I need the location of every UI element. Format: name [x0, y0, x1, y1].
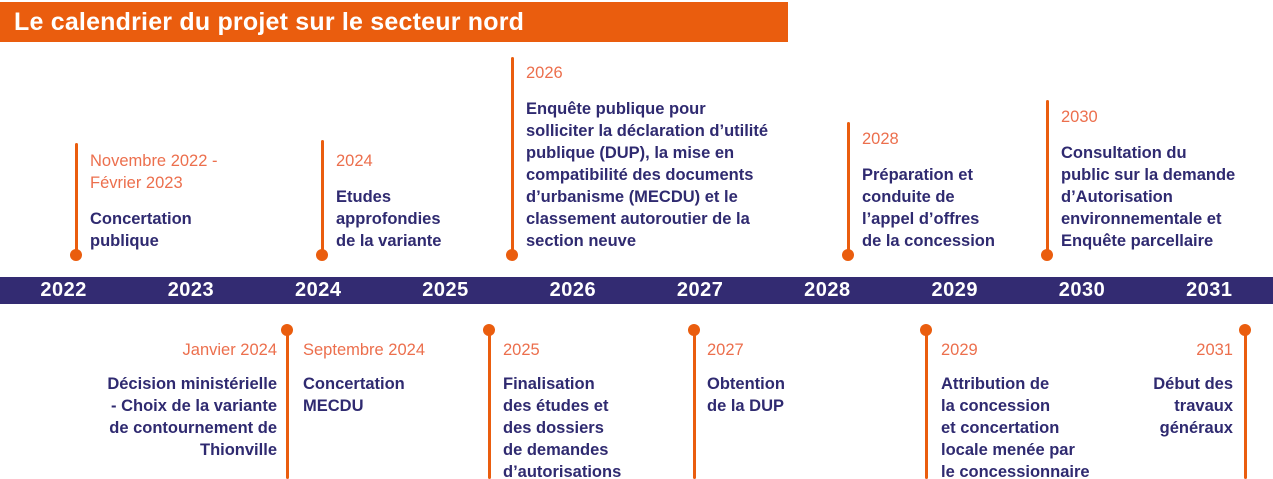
milestone-dot: [842, 249, 854, 261]
milestone-label: Concertation publique: [90, 210, 192, 250]
year-label-2024: 2024: [294, 279, 342, 301]
milestone-date: Novembre 2022 - Février 2023: [90, 152, 218, 192]
milestone: 2029 Attribution de la concession et conc…: [941, 339, 1090, 479]
year-label-2029: 2029: [931, 279, 978, 301]
milestone-connector-line: [1045, 100, 1049, 252]
year-label-2026: 2026: [549, 279, 597, 301]
milestone-dot: [316, 249, 328, 261]
title-banner: Le calendrier du projet sur le secteur n…: [0, 2, 788, 42]
milestone-connector-line: [1243, 330, 1247, 479]
milestone-date: 2025: [503, 341, 540, 359]
milestone-dot: [1041, 249, 1053, 261]
milestone-dot: [281, 324, 293, 336]
milestone-date: 2024: [336, 152, 373, 170]
milestone-connector-line: [320, 140, 324, 252]
milestone-label: Finalisation des études et des dossiers …: [503, 375, 622, 479]
milestone-date: Septembre 2024: [303, 341, 426, 359]
milestone-connector-line: [285, 330, 289, 479]
milestone-dot: [70, 249, 82, 261]
milestone-label: Préparation et conduite de l’appel d’off…: [862, 166, 995, 250]
milestone-dot: [920, 324, 932, 336]
year-label-2022: 2022: [40, 279, 87, 301]
milestone-label: Début des travaux généraux: [1153, 375, 1233, 437]
milestone-dot: [1239, 324, 1251, 336]
milestone-label: Consultation du public sur la demande d’…: [1061, 144, 1236, 250]
milestone: 2024 Etudes approfondies de la variante: [336, 150, 441, 252]
milestone-dot: [483, 324, 495, 336]
milestone-date: 2027: [707, 341, 744, 359]
milestone-date: 2031: [1196, 341, 1233, 359]
milestone-label: Enquête publique pour solliciter la décl…: [526, 100, 769, 250]
milestone-connector-line: [692, 330, 696, 479]
milestone: 2031 Début des travaux généraux: [1153, 339, 1233, 439]
year-label-2027: 2027: [676, 279, 724, 301]
milestone-label: Etudes approfondies de la variante: [336, 188, 442, 250]
milestone: 2028 Préparation et conduite de l’appel d…: [862, 128, 995, 252]
milestone: 2030 Consultation du public sur la demand…: [1061, 106, 1235, 252]
year-label-2030: 2030: [1058, 279, 1106, 301]
milestone-connector-line: [510, 57, 514, 252]
milestone-connector-line: [74, 143, 78, 252]
milestone-dot: [506, 249, 518, 261]
milestone-label: Attribution de la concession et concerta…: [941, 375, 1090, 479]
year-label-2023: 2023: [167, 279, 215, 301]
milestone-dot: [688, 324, 700, 336]
milestone: Novembre 2022 - Février 2023 Concertation…: [90, 150, 217, 252]
milestone: Janvier 2024 Décision ministérielle - Cho…: [107, 339, 277, 461]
milestone-connector-line: [846, 122, 850, 252]
milestone-label: Obtention de la DUP: [707, 375, 785, 415]
timeline-year-bar: 2022 2023 2024 2025 2026 2027 2028 2029 2030 2031: [0, 277, 1273, 304]
page-title: Le calendrier du projet sur le secteur n…: [14, 7, 525, 36]
year-label-2031: 2031: [1186, 279, 1233, 301]
milestone-connector-line: [924, 330, 928, 479]
milestone-label: Concertation MECDU: [303, 375, 405, 415]
year-label-2028: 2028: [804, 279, 851, 301]
milestone-date: 2030: [1061, 108, 1098, 126]
milestone-date: Janvier 2024: [182, 341, 277, 359]
milestone: 2027 Obtention de la DUP: [707, 339, 785, 417]
year-label-2025: 2025: [422, 279, 469, 301]
milestone-label: Décision ministérielle - Choix de la var…: [107, 375, 277, 459]
milestone-date: 2028: [862, 130, 899, 148]
milestone: 2025 Finalisation des études et des dossi…: [503, 339, 621, 479]
milestone: Septembre 2024 Concertation MECDU: [303, 339, 425, 417]
milestone-connector-line: [487, 330, 491, 479]
milestone-date: 2029: [941, 341, 978, 359]
milestone-date: 2026: [526, 64, 563, 82]
milestone: 2026 Enquête publique pour solliciter la …: [526, 62, 768, 252]
